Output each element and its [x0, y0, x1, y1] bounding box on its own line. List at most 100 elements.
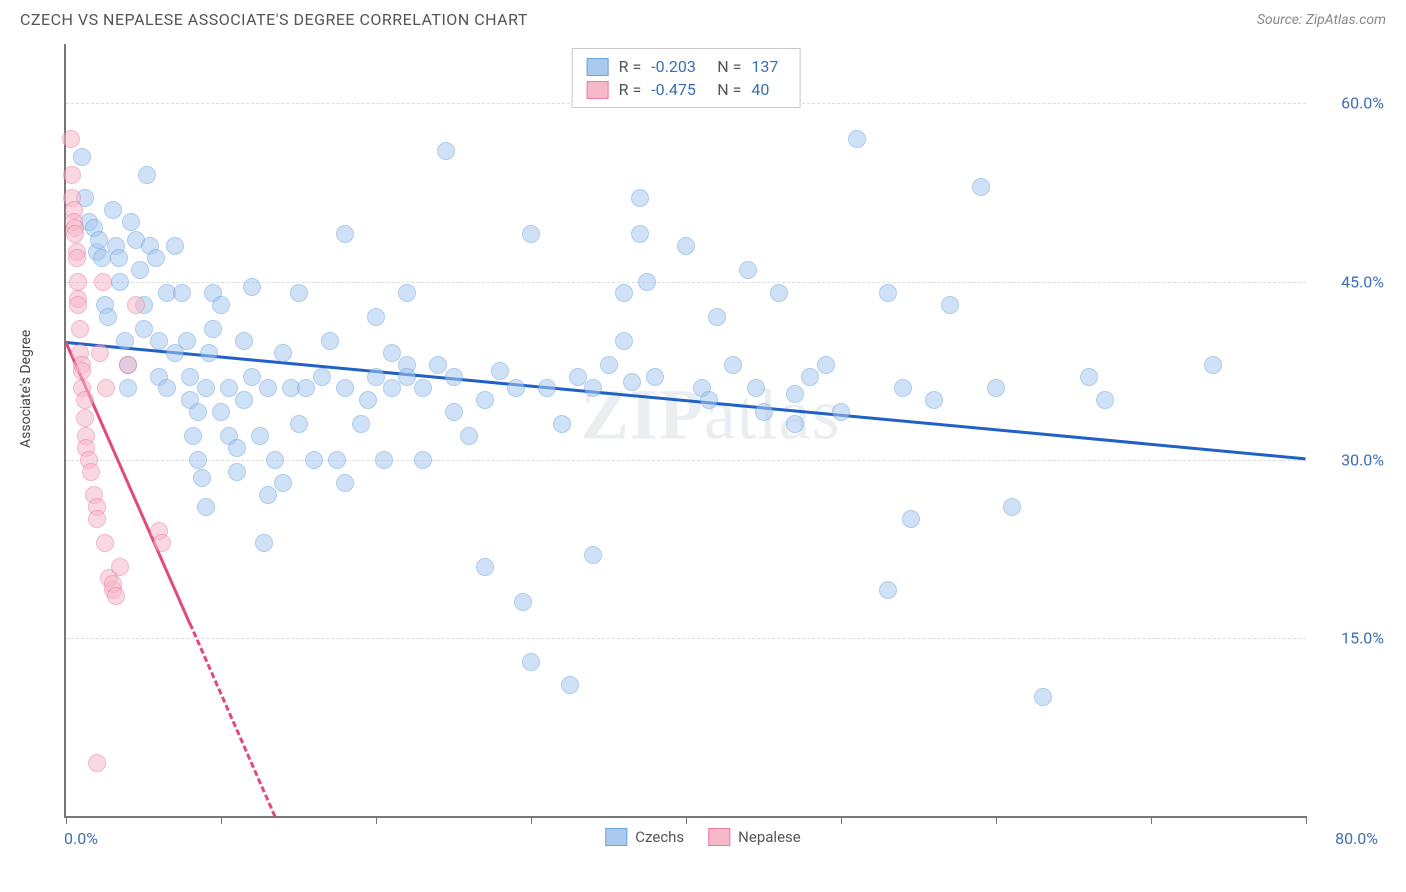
data-point: [747, 379, 765, 397]
data-point: [228, 439, 246, 457]
data-point: [290, 415, 308, 433]
data-point: [104, 201, 122, 219]
data-point: [638, 273, 656, 291]
data-point: [82, 463, 100, 481]
data-point: [375, 451, 393, 469]
data-point: [336, 379, 354, 397]
data-point: [90, 231, 108, 249]
data-point: [600, 356, 618, 374]
data-point: [522, 653, 540, 671]
data-point: [429, 356, 447, 374]
data-point: [173, 284, 191, 302]
data-point: [69, 296, 87, 314]
chart-container: Associate's Degree ZIPatlas R = -0.203N …: [20, 44, 1386, 852]
legend-n-value: 40: [751, 80, 785, 99]
data-point: [1034, 688, 1052, 706]
data-point: [801, 368, 819, 386]
data-point: [708, 308, 726, 326]
x-tick: [996, 816, 997, 824]
x-tick: [841, 816, 842, 824]
data-point: [193, 469, 211, 487]
data-point: [76, 391, 94, 409]
data-point: [96, 534, 114, 552]
data-point: [119, 356, 137, 374]
data-point: [383, 344, 401, 362]
data-point: [352, 415, 370, 433]
data-point: [305, 451, 323, 469]
data-point: [274, 344, 292, 362]
data-point: [584, 379, 602, 397]
data-point: [437, 142, 455, 160]
data-point: [1096, 391, 1114, 409]
data-point: [677, 237, 695, 255]
data-point: [700, 391, 718, 409]
legend-n-value: 137: [751, 57, 785, 76]
data-point: [445, 368, 463, 386]
data-point: [251, 427, 269, 445]
data-point: [367, 308, 385, 326]
legend-item: Czechs: [605, 828, 684, 846]
data-point: [178, 332, 196, 350]
data-point: [119, 379, 137, 397]
data-point: [553, 415, 571, 433]
data-point: [153, 534, 171, 552]
data-point: [68, 249, 86, 267]
data-point: [297, 379, 315, 397]
legend-swatch: [708, 828, 730, 846]
data-point: [220, 379, 238, 397]
data-point: [189, 403, 207, 421]
data-point: [367, 368, 385, 386]
data-point: [127, 296, 145, 314]
x-tick: [221, 816, 222, 824]
x-tick: [1306, 816, 1307, 824]
x-tick: [66, 816, 67, 824]
data-point: [987, 379, 1005, 397]
x-tick: [686, 816, 687, 824]
data-point: [189, 451, 207, 469]
data-point: [569, 368, 587, 386]
data-point: [848, 130, 866, 148]
data-point: [184, 427, 202, 445]
data-point: [739, 261, 757, 279]
data-point: [166, 237, 184, 255]
data-point: [321, 332, 339, 350]
data-point: [243, 368, 261, 386]
data-point: [460, 427, 478, 445]
legend-swatch: [605, 828, 627, 846]
data-point: [91, 344, 109, 362]
data-point: [336, 474, 354, 492]
data-point: [158, 379, 176, 397]
data-point: [111, 273, 129, 291]
data-point: [94, 273, 112, 291]
legend-n-label: N =: [717, 57, 741, 76]
chart-title: CZECH VS NEPALESE ASSOCIATE'S DEGREE COR…: [20, 10, 528, 29]
data-point: [414, 379, 432, 397]
data-point: [107, 587, 125, 605]
data-point: [879, 581, 897, 599]
data-point: [359, 391, 377, 409]
data-point: [212, 296, 230, 314]
data-point: [817, 356, 835, 374]
data-point: [274, 474, 292, 492]
x-tick: [376, 816, 377, 824]
data-point: [111, 558, 129, 576]
data-point: [615, 332, 633, 350]
y-tick-label: 45.0%: [1314, 272, 1384, 291]
data-point: [514, 593, 532, 611]
data-point: [491, 362, 509, 380]
data-point: [290, 284, 308, 302]
legend-row: R = -0.203N = 137: [587, 55, 786, 78]
x-axis-max: 80.0%: [1335, 829, 1378, 848]
data-point: [147, 249, 165, 267]
data-point: [266, 451, 284, 469]
data-point: [445, 403, 463, 421]
data-point: [135, 320, 153, 338]
data-point: [212, 403, 230, 421]
data-point: [631, 189, 649, 207]
data-point: [88, 754, 106, 772]
legend-swatch: [587, 81, 609, 99]
x-axis-origin: 0.0%: [64, 829, 98, 848]
data-point: [584, 546, 602, 564]
data-point: [755, 403, 773, 421]
correlation-legend: R = -0.203N = 137R = -0.475N = 40: [572, 48, 801, 108]
